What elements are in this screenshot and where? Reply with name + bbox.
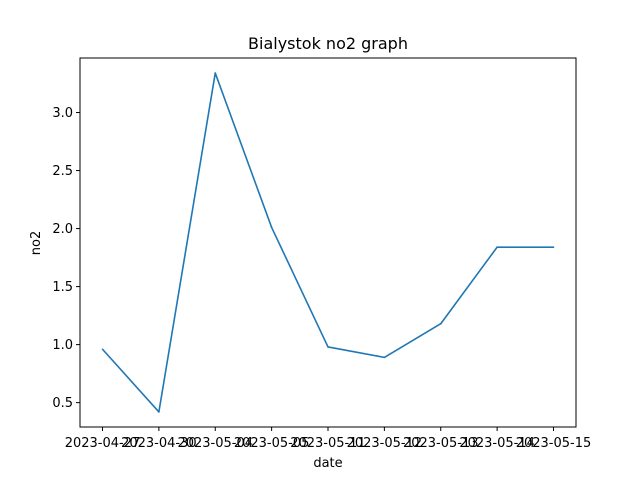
x-tick-label: 2023-05-13 <box>403 436 479 451</box>
x-tick-label: 2023-05-12 <box>347 436 423 451</box>
x-tick-label: 2023-05-04 <box>177 436 253 451</box>
data-point <box>552 246 555 248</box>
x-tick-label: 2023-05-15 <box>516 436 592 451</box>
y-tick-label: 2.0 <box>52 222 73 237</box>
y-tick-label: 2.5 <box>52 164 73 179</box>
x-tick-label: 2023-04-27 <box>65 436 141 451</box>
y-tick-label: 0.5 <box>52 396 73 411</box>
data-point <box>101 348 104 351</box>
x-tick-label: 2023-05-05 <box>234 436 310 451</box>
y-tick-label: 1.5 <box>52 280 73 295</box>
data-point <box>270 226 273 229</box>
data-point <box>327 346 329 348</box>
data-point <box>158 411 160 413</box>
y-tick-label: 1.0 <box>52 338 73 353</box>
x-tick-label: 2023-04-30 <box>121 436 197 451</box>
x-tick-label: 2023-05-11 <box>290 436 366 451</box>
x-tick-label: 2023-05-14 <box>459 436 535 451</box>
data-point <box>383 356 386 359</box>
y-axis-label: no2 <box>29 231 44 255</box>
data-point <box>496 246 498 248</box>
plot-area: 0.51.01.52.02.53.02023-04-272023-04-3020… <box>52 57 592 451</box>
y-tick-label: 3.0 <box>52 106 73 121</box>
x-axis-label: date <box>313 456 342 471</box>
data-point <box>439 322 442 325</box>
data-point <box>214 72 217 74</box>
chart-title: Bialystok no2 graph <box>248 34 408 53</box>
